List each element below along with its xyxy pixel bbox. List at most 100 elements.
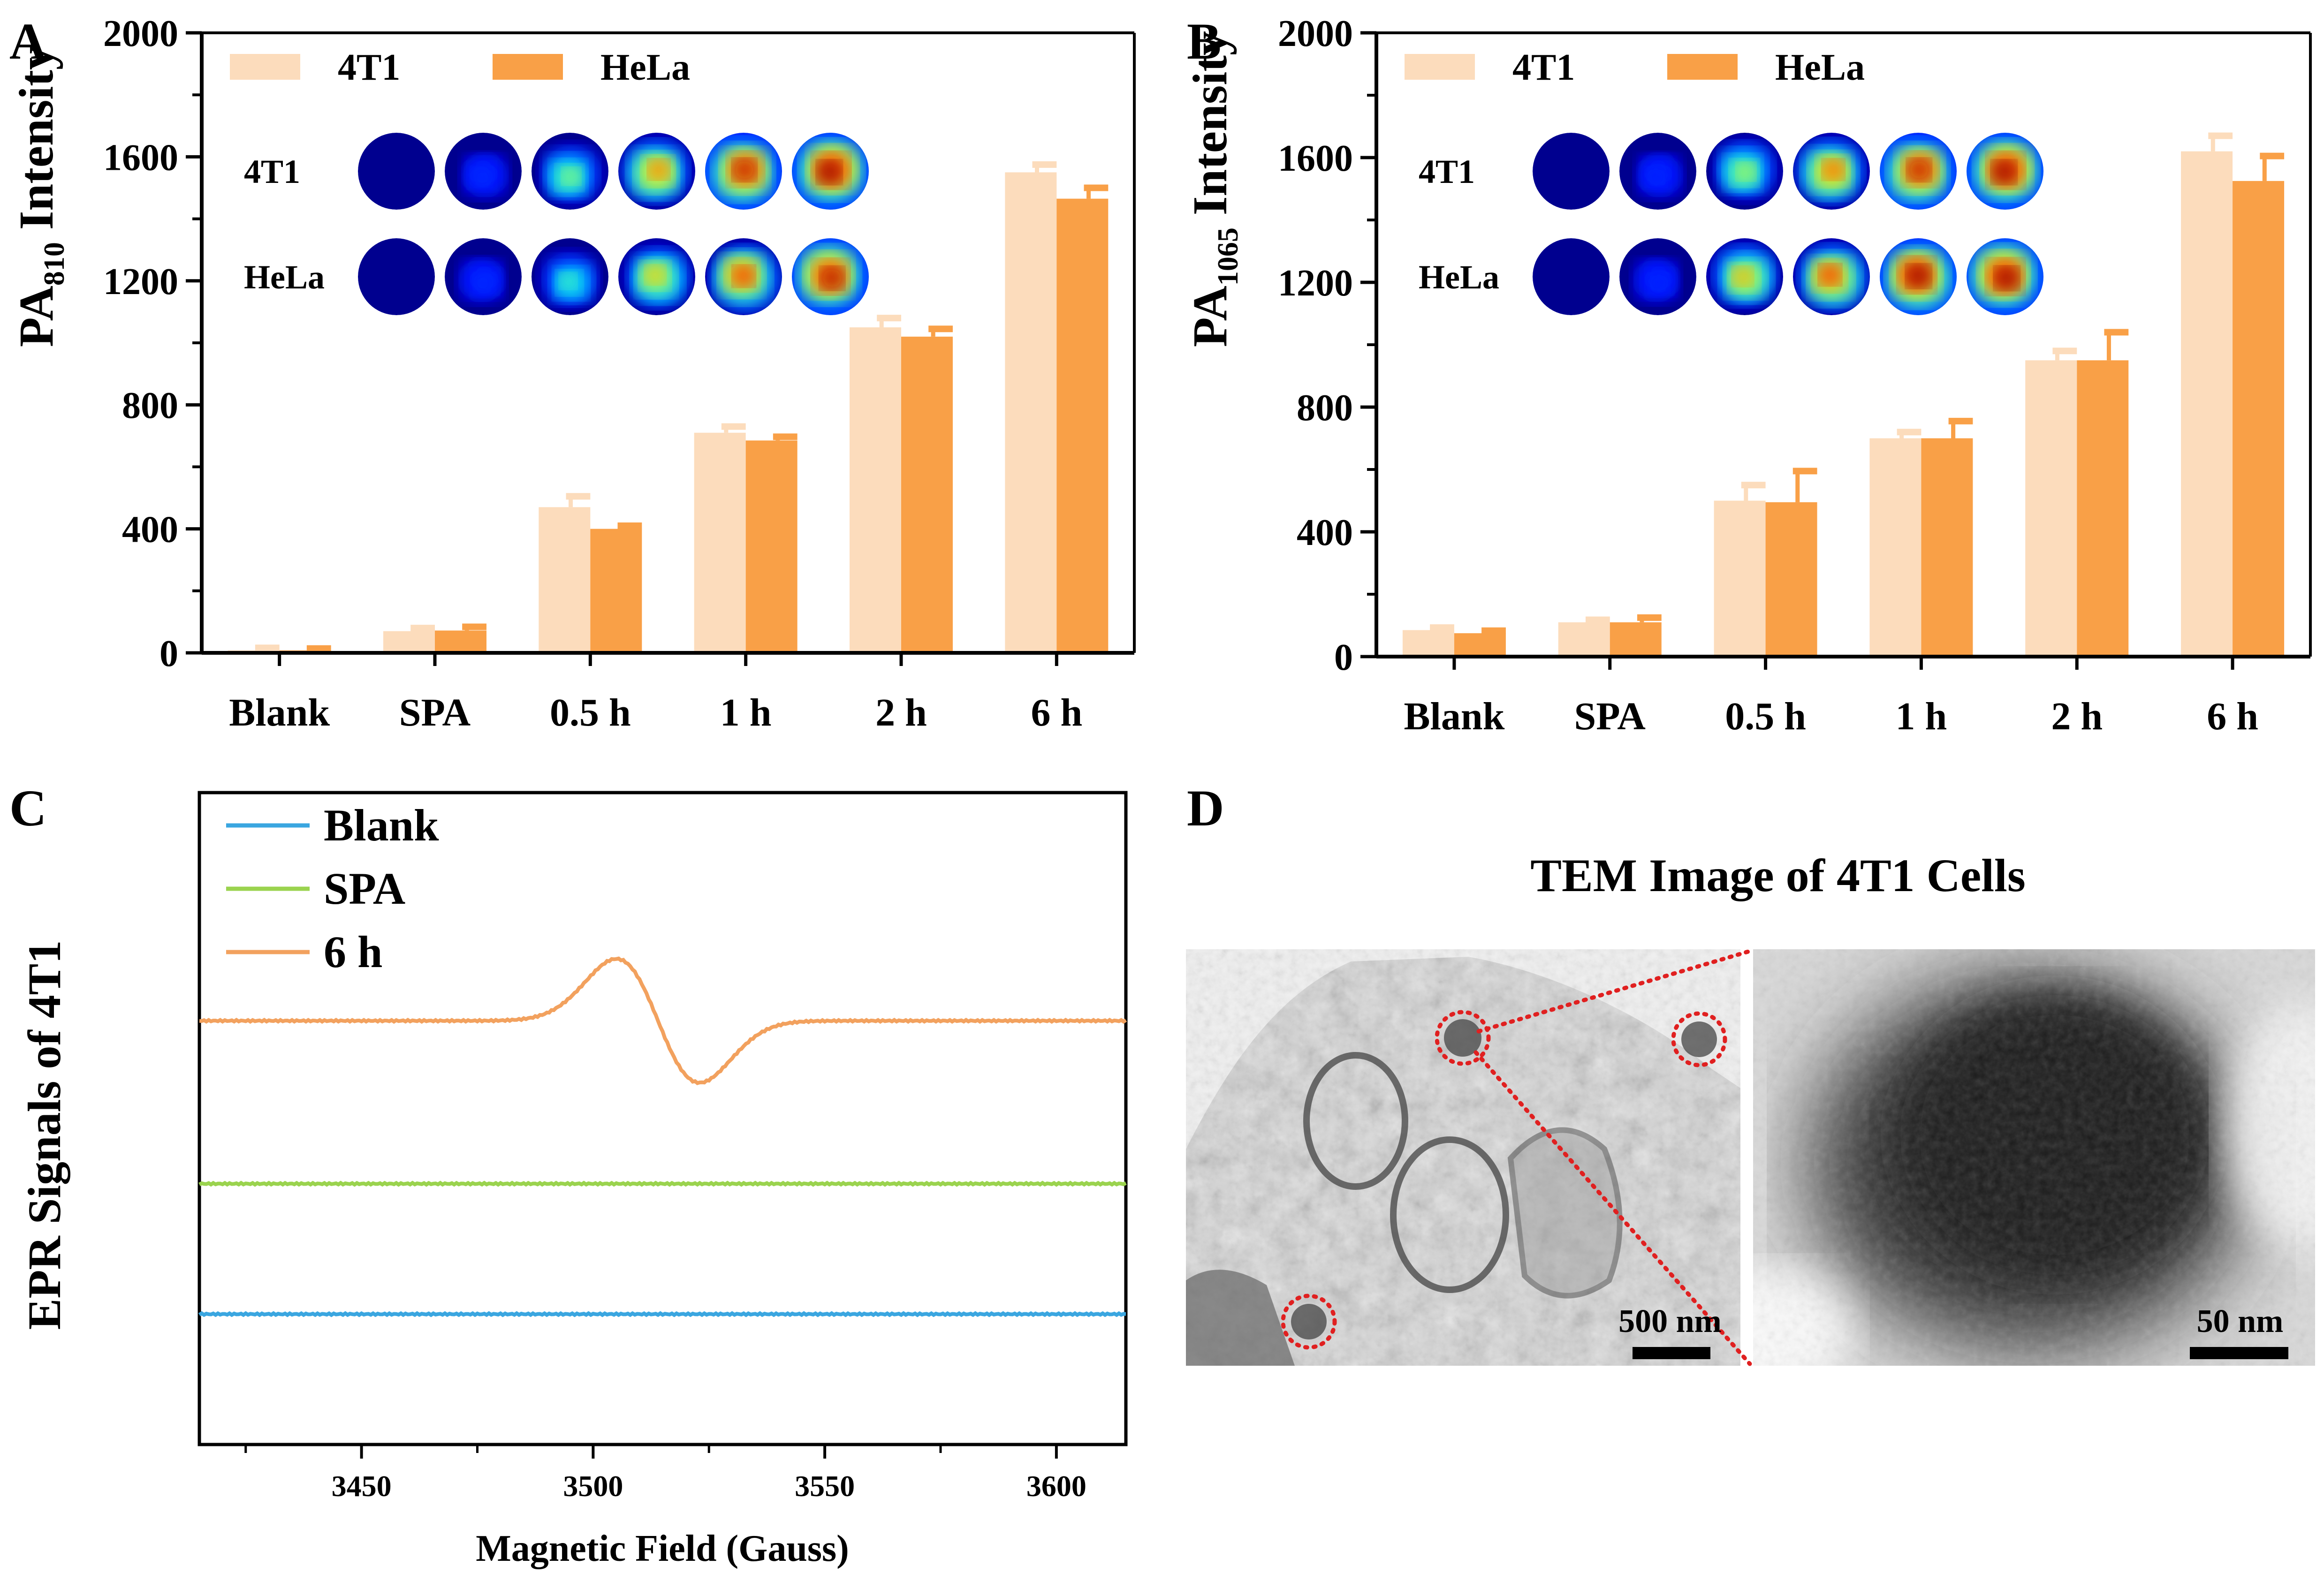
chart-b-ylabel-tail: Intensity — [1183, 31, 1237, 227]
chart-c-axes: 3450 3500 3550 3600 — [244, 1445, 1086, 1503]
bar-4t1-1 — [383, 631, 435, 653]
pa-image-well — [618, 238, 695, 315]
chart-a-axes: Blank SPA 0.5 h 1 h 2 h 6 h 0 400 800 1200 1600 200… — [103, 13, 1136, 734]
pa-image-well — [532, 133, 608, 210]
y-tick-label: 1200 — [1278, 263, 1353, 304]
pa-image-well — [1619, 133, 1696, 210]
chart-c-lines — [198, 956, 1127, 1317]
x-tick-label: 3550 — [795, 1469, 855, 1503]
x-tick-label: 2 h — [2051, 695, 2103, 738]
pa-image-well — [358, 238, 435, 315]
region-marker-circle — [1671, 1011, 1727, 1067]
legend-label-spa: SPA — [324, 863, 405, 914]
scale-bar-right — [2190, 1347, 2288, 1359]
legend-swatch-4t1 — [1405, 54, 1475, 80]
legend-label-blank: Blank — [324, 800, 439, 850]
scale-bar-left — [1633, 1347, 1710, 1359]
bar-hela-4 — [2077, 360, 2129, 657]
legend-swatch-4t1 — [230, 54, 300, 80]
pa-image-well — [705, 238, 782, 315]
bar-hela-4 — [901, 336, 953, 653]
chart-a-y-axis-title: PA810 Intensity — [9, 45, 70, 347]
chart-b-legend: 4T1 HeLa — [1405, 47, 1865, 88]
legend-swatch-hela — [1667, 54, 1738, 80]
panel-letter-c: C — [9, 779, 46, 837]
x-tick-label: SPA — [1574, 695, 1646, 738]
x-tick-label: 3500 — [563, 1469, 623, 1503]
bar-4t1-4 — [2025, 360, 2077, 657]
legend-swatch-hela — [493, 54, 563, 80]
pa-image-well — [792, 238, 869, 315]
scale-label-right: 50 nm — [2197, 1303, 2284, 1339]
chart-a: Blank SPA 0.5 h 1 h 2 h 6 h 0 400 800 1200 1600 200… — [9, 13, 1136, 734]
bar-hela-1 — [435, 630, 486, 653]
bar-hela-1 — [1610, 622, 1662, 657]
pa-image-well — [792, 133, 869, 210]
inset-row-label: 4T1 — [244, 153, 300, 190]
y-tick-label: 1200 — [103, 261, 178, 303]
bar-4t1-2 — [539, 507, 591, 653]
x-tick-label: 6 h — [1031, 691, 1082, 734]
chart-c-y-axis-title: EPR Signals of 4T1 — [18, 940, 70, 1330]
chart-b-ylabel-sub: 1065 — [1212, 227, 1244, 286]
pa-image-well — [532, 238, 608, 315]
chart-c-x-axis-title: Magnetic Field (Gauss) — [476, 1528, 849, 1569]
bar-hela-3 — [745, 440, 797, 653]
bar-4t1-3 — [694, 432, 746, 653]
chart-b-bars — [1402, 132, 2285, 657]
y-tick-label: 1600 — [103, 137, 178, 178]
tem-title: TEM Image of 4T1 Cells — [1530, 849, 2025, 901]
chart-a-ylabel-main: PA — [9, 286, 63, 347]
pa-image-well — [1880, 238, 1957, 315]
region-marker-circle — [1435, 1010, 1491, 1066]
legend-label-hela: HeLa — [1775, 47, 1865, 88]
chart-c-legend: Blank SPA 6 h — [226, 800, 439, 977]
epr-line-blank — [198, 1311, 1126, 1317]
pa-image-well — [1793, 238, 1870, 315]
pa-image-well — [358, 133, 435, 210]
panel-letter-b: B — [1187, 13, 1221, 70]
y-tick-label: 800 — [122, 385, 178, 426]
bar-4t1-3 — [1869, 438, 1921, 657]
x-tick-label: SPA — [399, 691, 471, 734]
pa-image-well — [1533, 238, 1610, 315]
y-tick-label: 0 — [159, 633, 178, 674]
bar-4t1-5 — [2181, 151, 2233, 657]
chart-a-legend: 4T1 HeLa — [230, 47, 690, 88]
pa-image-well — [1967, 133, 2043, 210]
chart-c: 3450 3500 3550 3600 Blank SPA 6 h Magnetic Fi… — [18, 791, 1128, 1569]
bar-hela-2 — [590, 529, 642, 653]
chart-a-inset: 4T1 HeLa — [244, 133, 869, 315]
x-tick-label: 2 h — [875, 691, 927, 734]
legend-label-hela: HeLa — [600, 47, 690, 88]
chart-c-frame — [197, 791, 1128, 1446]
bar-hela-3 — [1921, 438, 1973, 657]
pa-image-well — [1619, 238, 1696, 315]
panel-letter-a: A — [9, 13, 46, 70]
tem-image-right — [1753, 949, 2315, 1366]
y-tick-label: 400 — [122, 509, 178, 551]
chart-a-ylabel-tail: Intensity — [9, 45, 63, 242]
pa-image-well — [1706, 238, 1783, 315]
epr-line-6h — [199, 956, 1127, 1085]
x-tick-label: 3450 — [332, 1469, 392, 1503]
chart-b-ylabel-main: PA — [1183, 286, 1237, 347]
y-tick-label: 2000 — [1278, 13, 1353, 54]
y-tick-label: 800 — [1297, 387, 1353, 429]
bar-hela-5 — [1056, 198, 1109, 653]
inset-row-label: HeLa — [1419, 258, 1499, 296]
panel-letter-d: D — [1187, 779, 1224, 837]
y-tick-label: 400 — [1297, 512, 1353, 553]
inset-row-label: 4T1 — [1419, 153, 1475, 190]
bar-4t1-1 — [1558, 622, 1610, 657]
tem-panel: TEM Image of 4T1 Cells — [1186, 849, 2315, 1366]
bar-hela-5 — [2233, 181, 2285, 657]
y-tick-label: 0 — [1334, 637, 1353, 678]
bar-4t1-2 — [1714, 500, 1766, 657]
pa-image-well — [1533, 133, 1610, 210]
chart-b: Blank SPA 0.5 h 1 h 2 h 6 h 0 400 800 1200 1600 200… — [1183, 13, 2312, 738]
legend-label-4t1: 4T1 — [338, 47, 400, 88]
legend-label-6h: 6 h — [324, 927, 382, 977]
x-tick-label: Blank — [1404, 695, 1505, 738]
